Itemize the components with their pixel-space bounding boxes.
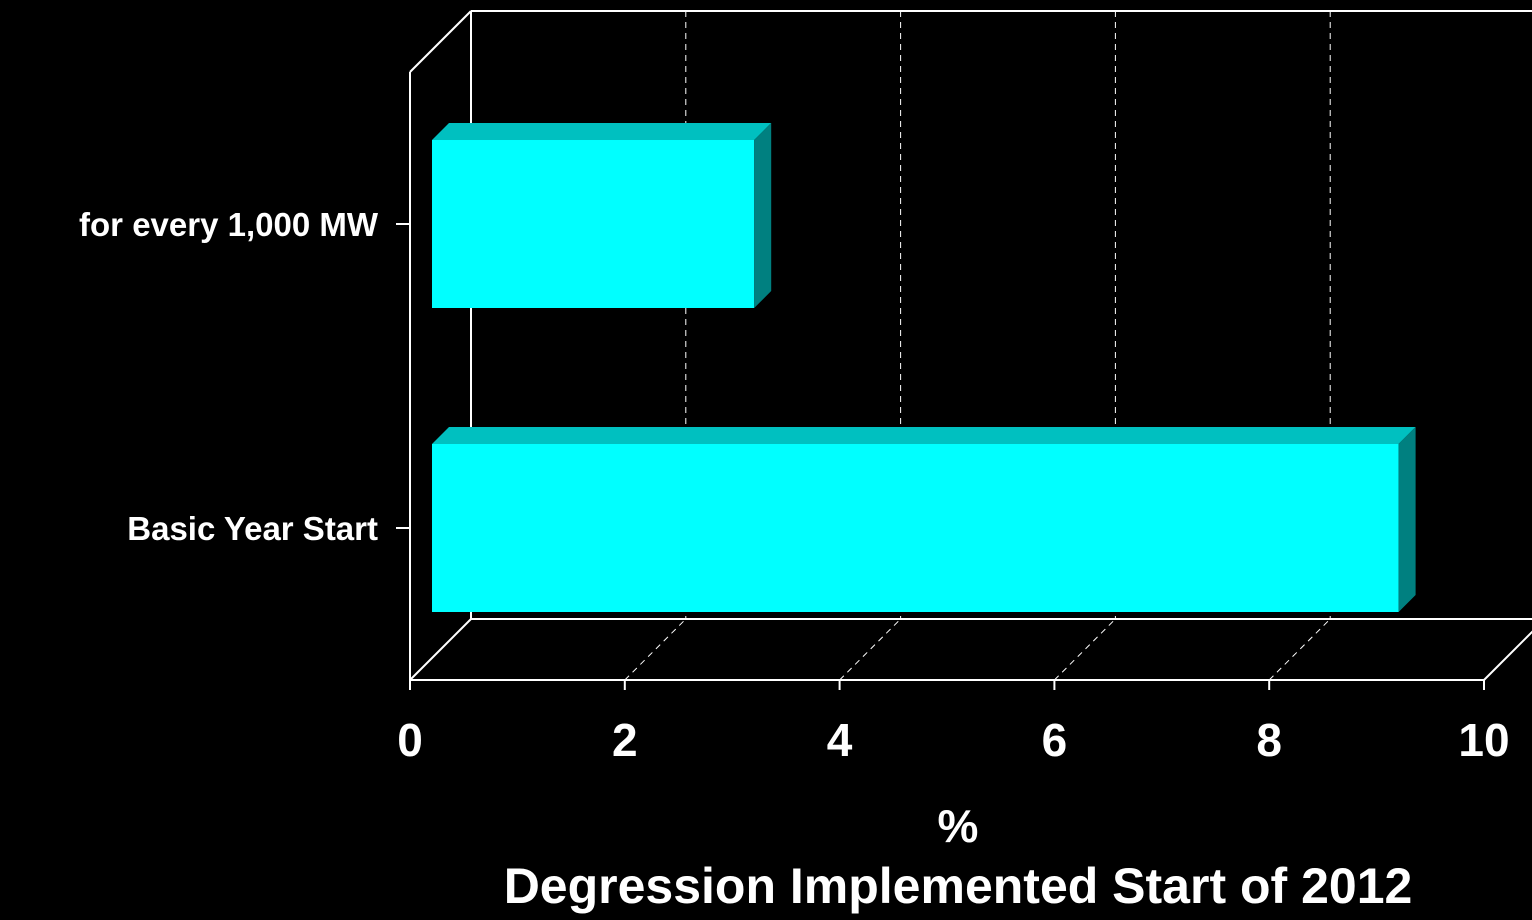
floor-right-edge: [1483, 630, 1532, 681]
x-axis-title: %: [938, 800, 979, 852]
x-tick-label-0: 0: [397, 714, 423, 766]
x-tick-label-3: 6: [1042, 714, 1068, 766]
bar-side-0: [754, 123, 772, 308]
chart-title: Degression Implemented Start of 2012: [504, 858, 1413, 914]
category-label-0: for every 1,000 MW: [79, 206, 379, 243]
gridline-floor-2: [839, 618, 901, 681]
bar-front-0: [432, 140, 755, 308]
gridline-floor-3: [1054, 618, 1116, 681]
x-tick-label-4: 8: [1256, 714, 1282, 766]
side-wall-top-edge: [409, 10, 472, 73]
axis-layer: [396, 10, 1532, 690]
bar-top-0: [432, 123, 772, 140]
bar-front-1: [432, 444, 1399, 612]
x-tick-label-5: 10: [1458, 714, 1509, 766]
gridline-floor-1: [624, 618, 687, 681]
bar-side-1: [1398, 427, 1416, 612]
label-layer: 0 2 4 6 8 10 for every 1,000 MW Basic Year Star…: [79, 206, 1510, 766]
x-tick-label-1: 2: [612, 714, 638, 766]
category-label-1: Basic Year Start: [127, 510, 378, 547]
x-tick-label-2: 4: [827, 714, 853, 766]
bar-top-1: [432, 427, 1416, 444]
bar-layer: [432, 123, 1416, 612]
gridline-floor-4: [1268, 618, 1331, 681]
floor-left-edge: [409, 618, 472, 681]
